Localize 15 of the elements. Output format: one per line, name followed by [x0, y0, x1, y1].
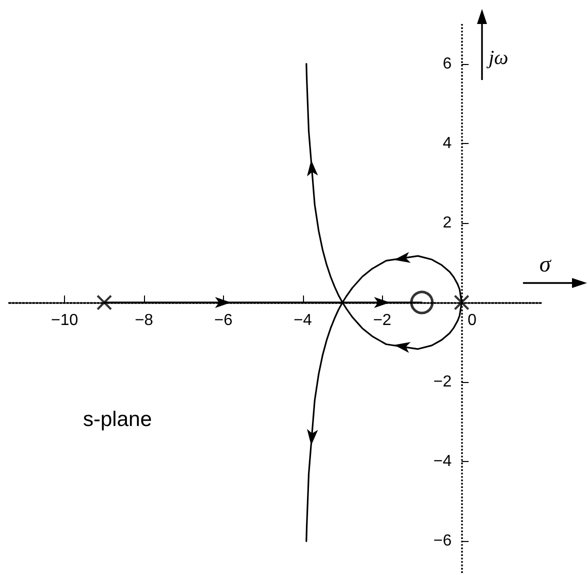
y-tick-label: −2	[433, 374, 452, 391]
x-tick-label: −8	[134, 312, 154, 329]
x-tick-label: −4	[294, 312, 312, 329]
y-tick-label: −6	[433, 532, 452, 550]
y-tick-label: 4	[442, 134, 452, 152]
x-tick-label: −10	[51, 312, 78, 329]
y-tick-label: −4	[433, 453, 452, 470]
x-axis-title: σ	[539, 251, 552, 276]
x-tick-label: −6	[214, 312, 233, 329]
y-tick-label: 6	[442, 55, 452, 72]
y-axis-title: jω	[486, 47, 508, 69]
x-tick-label: 0	[468, 312, 477, 329]
y-tick-label: 2	[442, 214, 452, 232]
annotation: s-plane	[83, 408, 152, 431]
x-tick-label: −2	[373, 312, 392, 329]
